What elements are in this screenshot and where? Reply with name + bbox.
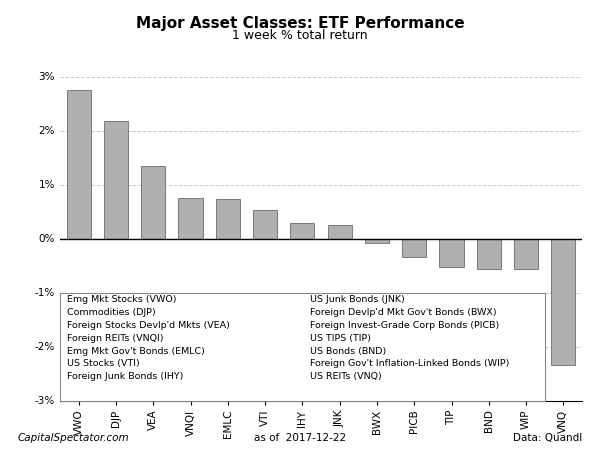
Bar (476, 238, 501, 269)
FancyBboxPatch shape (60, 292, 545, 400)
Bar (178, 198, 203, 238)
Text: CapitalSpectator.com: CapitalSpectator.com (18, 433, 130, 443)
Bar (104, 121, 128, 238)
Text: Emg Mkt Stocks (VWO)
Commodities (DJP)
Foreign Stocks Devlp'd Mkts (VEA)
Foreign: Emg Mkt Stocks (VWO) Commodities (DJP) F… (67, 295, 230, 381)
Bar (141, 166, 166, 238)
Bar (253, 211, 277, 239)
Text: as of  2017-12-22: as of 2017-12-22 (254, 433, 346, 443)
Text: 1 week % total return: 1 week % total return (232, 29, 368, 42)
Bar (290, 223, 314, 238)
Bar (402, 238, 427, 257)
Bar (328, 225, 352, 238)
Bar (365, 238, 389, 243)
Bar (67, 90, 91, 238)
Bar (551, 238, 575, 365)
Bar (215, 199, 240, 238)
Text: Major Asset Classes: ETF Performance: Major Asset Classes: ETF Performance (136, 16, 464, 31)
Text: US Junk Bonds (JNK)
Foreign Devlp'd Mkt Gov't Bonds (BWX)
Foreign Invest-Grade C: US Junk Bonds (JNK) Foreign Devlp'd Mkt … (310, 295, 509, 381)
Bar (439, 238, 464, 266)
Bar (514, 238, 538, 269)
Text: Data: Quandl: Data: Quandl (513, 433, 582, 443)
